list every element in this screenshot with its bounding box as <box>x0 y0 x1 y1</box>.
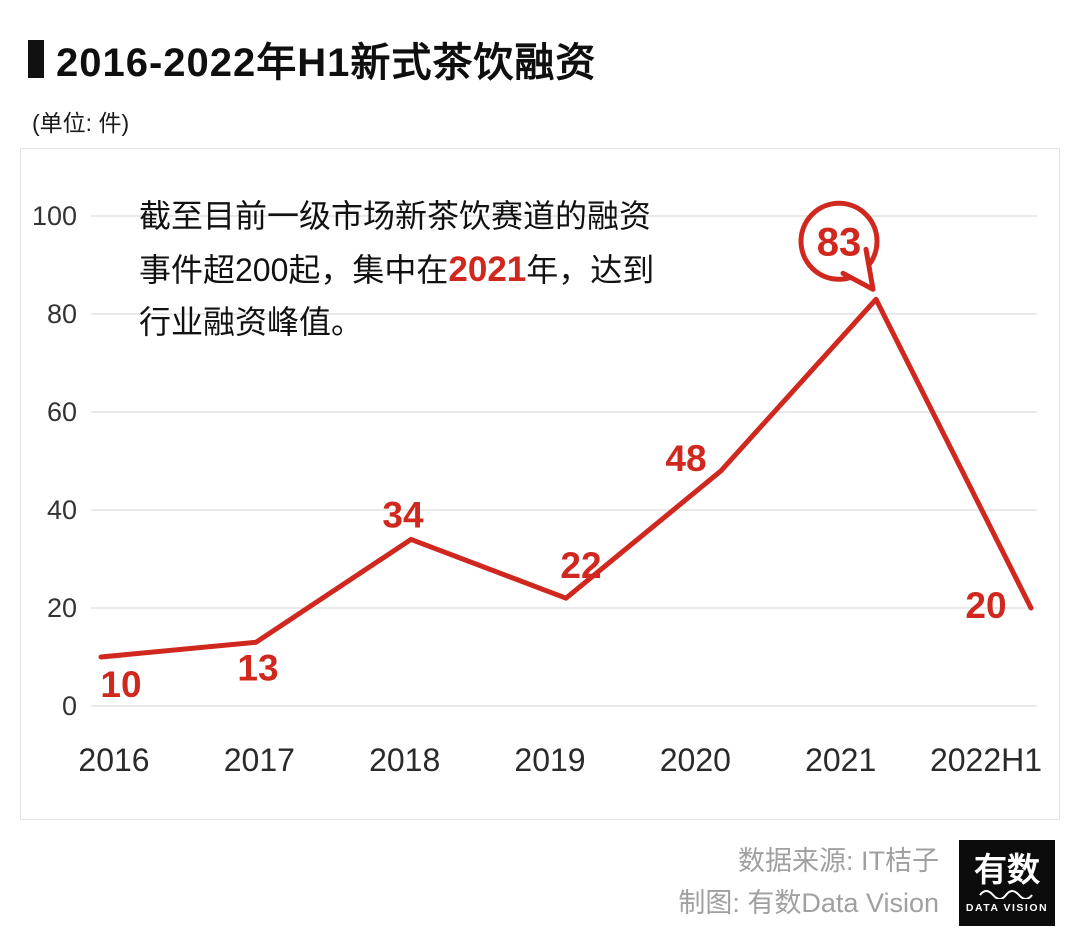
header: 2016-2022年H1新式茶饮融资 (单位: 件) <box>28 30 596 138</box>
title-row: 2016-2022年H1新式茶饮融资 <box>28 30 596 88</box>
chart-credit: 制图: 有数Data Vision <box>678 888 939 918</box>
y-tick-label: 0 <box>62 691 77 721</box>
x-axis-label: 2019 <box>514 742 585 778</box>
logo-wave-icon <box>979 889 1033 899</box>
data-label: 34 <box>382 494 424 535</box>
series-line <box>98 296 1034 660</box>
y-tick-label: 80 <box>47 299 77 329</box>
logo-text: 有数 <box>974 850 1040 888</box>
page-title: 2016-2022年H1新式茶饮融资 <box>56 41 597 85</box>
logo-subtext: DATA VISION <box>965 901 1049 914</box>
callout-tail <box>840 246 876 292</box>
x-axis-label: 2016 <box>78 742 149 778</box>
annotation-line2-pre: 事件超200起，集中在 <box>139 251 449 288</box>
x-axis-label: 2017 <box>224 742 295 778</box>
y-tick-label: 60 <box>47 397 77 427</box>
footer: 数据来源: IT桔子 制图: 有数Data Vision 有数 DATA VIS… <box>678 840 1055 926</box>
data-label: 20 <box>965 585 1006 626</box>
annotation-line1: 截至目前一级市场新茶饮赛道的融资 <box>139 198 652 234</box>
unit-label: (单位: 件) <box>32 110 130 136</box>
x-axis-label: 2018 <box>369 742 440 778</box>
y-tick-label: 40 <box>47 495 77 525</box>
x-axis-label: 2020 <box>660 742 731 778</box>
data-label: 48 <box>665 438 706 479</box>
data-label: 10 <box>100 664 141 705</box>
data-label: 13 <box>237 647 278 688</box>
data-label: 22 <box>560 545 601 586</box>
y-tick-label: 100 <box>32 201 77 231</box>
annotation-highlight-year: 2021 <box>448 249 527 289</box>
y-tick-label: 20 <box>47 593 77 623</box>
x-axis-label: 2022H1 <box>930 742 1042 778</box>
chart-annotation: 截至目前一级市场新茶饮赛道的融资 事件超200起，集中在2021年，达到 行业融… <box>139 191 684 347</box>
callout-value: 83 <box>817 220 862 264</box>
title-marker-icon <box>28 40 44 78</box>
annotation-line2-post: 年，达到 <box>526 251 655 288</box>
annotation-line3: 行业融资峰值。 <box>139 303 364 340</box>
source-text: 数据来源: IT桔子 制图: 有数Data Vision <box>678 841 939 925</box>
x-axis-label: 2021 <box>805 742 876 778</box>
data-source: 数据来源: IT桔子 <box>738 846 939 877</box>
line-chart: 0 20 40 60 80 100 10 13 34 22 48 20 83 2016 2017 2018 20… <box>32 200 1042 778</box>
chart-card: 截至目前一级市场新茶饮赛道的融资 事件超200起，集中在2021年，达到 行业融… <box>20 148 1060 820</box>
brand-logo: 有数 DATA VISION <box>959 840 1055 926</box>
